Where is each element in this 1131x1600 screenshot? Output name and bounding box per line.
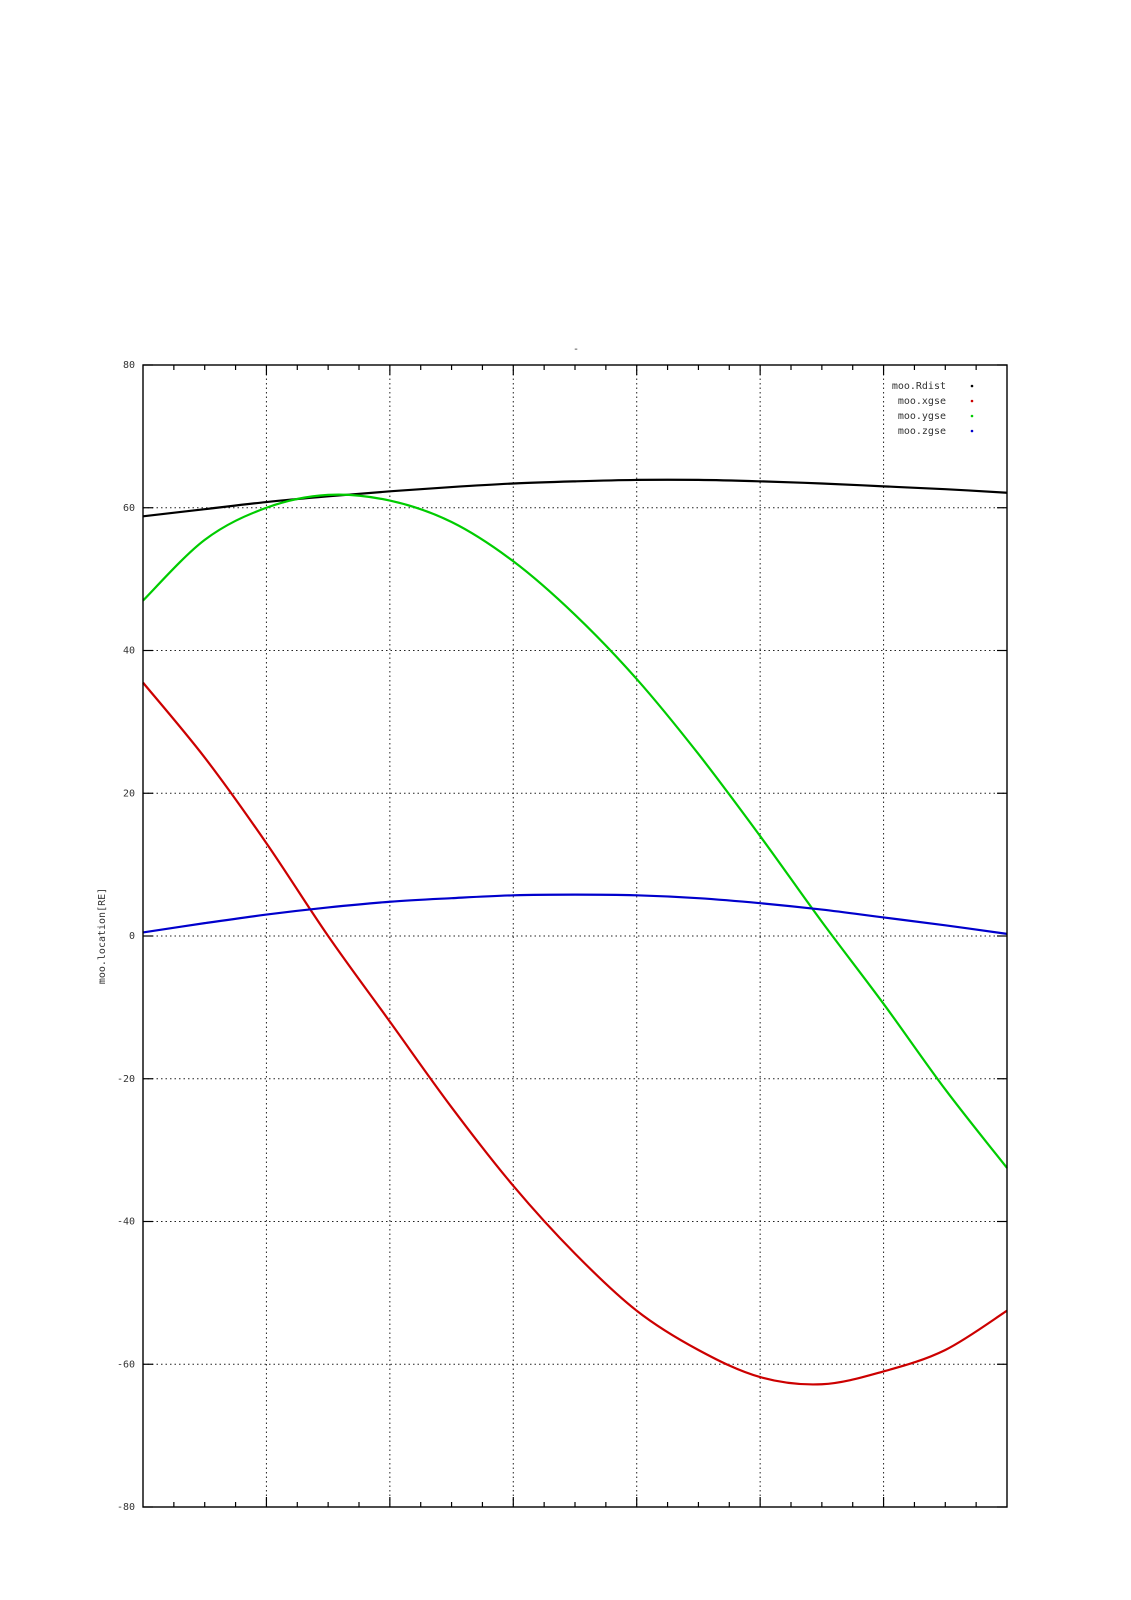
legend-marker bbox=[970, 384, 974, 388]
chart-title: - bbox=[573, 344, 579, 355]
series-line-moo-xgse bbox=[142, 681, 1008, 1386]
legend: moo.Rdist moo.xgse moo.ygse moo.zgse bbox=[892, 381, 974, 437]
legend-marker bbox=[970, 429, 974, 433]
ticks bbox=[143, 364, 1007, 1508]
y-tick-label: 40 bbox=[123, 646, 135, 657]
plot-frame bbox=[142, 364, 1008, 1508]
y-tick-label: -80 bbox=[117, 1502, 135, 1513]
legend-marker bbox=[970, 399, 974, 403]
y-tick-label: 80 bbox=[123, 360, 135, 371]
legend-label: moo.Rdist bbox=[892, 381, 946, 392]
y-tick-label: -20 bbox=[117, 1074, 135, 1085]
grid bbox=[143, 365, 1007, 1507]
y-tick-label: -40 bbox=[117, 1217, 135, 1228]
series-lines bbox=[142, 478, 1008, 1386]
y-tick-label: 20 bbox=[123, 788, 135, 799]
y-tick-label: 60 bbox=[123, 503, 135, 514]
y-tick-labels: 80 60 40 20 0 -20 -40 -60 -80 bbox=[117, 360, 135, 1513]
legend-label: moo.ygse bbox=[898, 411, 946, 422]
legend-label: moo.xgse bbox=[898, 396, 946, 407]
legend-marker bbox=[970, 414, 974, 418]
series-line-moo-rdist bbox=[142, 478, 1008, 518]
legend-label: moo.zgse bbox=[898, 426, 946, 437]
y-tick-label: -60 bbox=[117, 1359, 135, 1370]
y-axis-label: moo.location[RE] bbox=[97, 888, 108, 984]
y-tick-label: 0 bbox=[129, 931, 135, 942]
series-line-moo-zgse bbox=[142, 893, 1008, 935]
series-line-moo-ygse bbox=[142, 493, 1008, 1169]
